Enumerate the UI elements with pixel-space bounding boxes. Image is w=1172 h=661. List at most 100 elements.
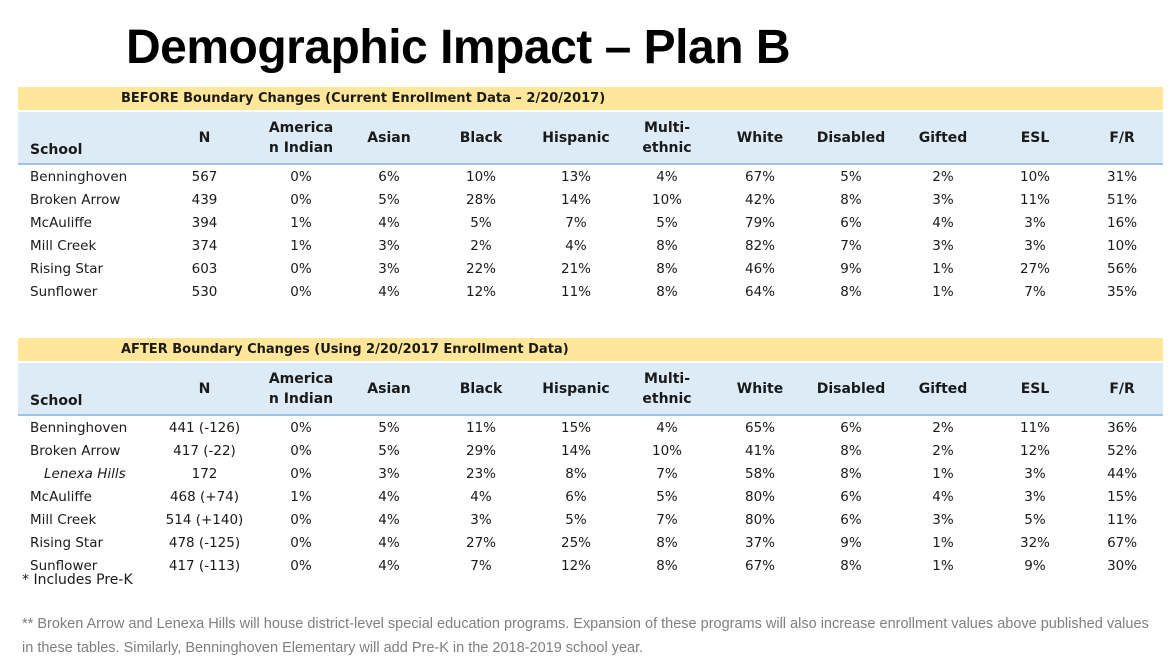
percent-cell: 6% (840, 511, 862, 528)
percent-cell: 0% (290, 283, 312, 300)
percent-cell: 8% (656, 283, 678, 300)
percent-cell: 25% (560, 534, 591, 551)
percent-cell: 13% (560, 168, 591, 185)
column-header: Black (429, 110, 533, 165)
percent-cell: 46% (744, 260, 775, 277)
table-row: Mill Creek 514 (+140) 0% 4% 3% 5% 7% 80% 6% 3% 5% 1… (18, 508, 1163, 531)
percent-cell: 11% (560, 283, 591, 300)
percent-cell: 16% (1107, 214, 1138, 231)
after-table: AFTER Boundary Changes (Using 2/20/2017 … (18, 338, 1164, 577)
percent-cell: 80% (744, 511, 775, 528)
enrollment-cell: 172 (191, 465, 218, 482)
percent-cell: 31% (1107, 168, 1138, 185)
percent-cell: 8% (656, 260, 678, 277)
percent-cell: 37% (744, 534, 775, 551)
column-header: ESL (989, 110, 1081, 165)
percent-cell: 8% (840, 465, 862, 482)
percent-cell: 3% (378, 465, 400, 482)
slide-title: Demographic Impact – Plan B (126, 21, 791, 74)
percent-cell: 65% (744, 419, 775, 436)
school-name: Benninghoven (30, 419, 128, 436)
percent-cell: 7% (840, 237, 862, 254)
percent-cell: 0% (290, 465, 312, 482)
percent-cell: 0% (290, 534, 312, 551)
percent-cell: 2% (932, 442, 954, 459)
percent-cell: 3% (1024, 465, 1046, 482)
column-header: Hispanic (533, 361, 619, 416)
percent-cell: 12% (465, 283, 496, 300)
percent-cell: 5% (378, 442, 400, 459)
school-name: Benninghoven (30, 168, 128, 185)
percent-cell: 1% (290, 214, 312, 231)
percent-cell: 82% (744, 237, 775, 254)
school-name: McAuliffe (30, 488, 92, 505)
percent-cell: 11% (1019, 191, 1050, 208)
percent-cell: 9% (1024, 557, 1046, 574)
percent-cell: 4% (932, 214, 954, 231)
percent-cell: 3% (1024, 488, 1046, 505)
percent-cell: 10% (1019, 168, 1050, 185)
column-header: White (715, 110, 805, 165)
school-name: Lenexa Hills (44, 465, 126, 482)
percent-cell: 28% (465, 191, 496, 208)
percent-cell: 9% (840, 534, 862, 551)
percent-cell: 3% (1024, 237, 1046, 254)
footnote-prek: * Includes Pre-K (22, 572, 133, 588)
percent-cell: 2% (470, 237, 492, 254)
column-header: N (156, 110, 253, 165)
percent-cell: 14% (560, 442, 591, 459)
column-header: Disabled (805, 361, 897, 416)
column-header: White (715, 361, 805, 416)
table-row: Lenexa Hills 172 0% 3% 23% 8% 7% 58% 8% 1% 3% 44% (18, 462, 1163, 485)
percent-cell: 4% (932, 488, 954, 505)
percent-cell: 5% (378, 191, 400, 208)
percent-cell: 4% (378, 534, 400, 551)
percent-cell: 5% (656, 488, 678, 505)
enrollment-cell: 603 (191, 260, 218, 277)
table-row: Benninghoven 567 0% 6% 10% 13% 4% 67% 5% 2% 10% 31% (18, 164, 1163, 188)
percent-cell: 1% (932, 260, 954, 277)
percent-cell: 5% (1024, 511, 1046, 528)
percent-cell: 1% (932, 557, 954, 574)
percent-cell: 4% (656, 168, 678, 185)
table-row: Mill Creek 374 1% 3% 2% 4% 8% 82% 7% 3% 3% 10% (18, 234, 1163, 257)
percent-cell: 3% (932, 511, 954, 528)
after-table-banner: AFTER Boundary Changes (Using 2/20/2017 … (18, 338, 1164, 362)
column-header: Asian (349, 110, 429, 165)
percent-cell: 5% (656, 214, 678, 231)
enrollment-cell: 441 (-126) (168, 419, 241, 436)
percent-cell: 3% (470, 511, 492, 528)
percent-cell: 0% (290, 442, 312, 459)
enrollment-cell: 478 (-125) (168, 534, 241, 551)
percent-cell: 15% (1107, 488, 1138, 505)
percent-cell: 36% (1107, 419, 1138, 436)
table-row: McAuliffe 394 1% 4% 5% 7% 5% 79% 6% 4% 3% 16% (18, 211, 1163, 234)
table-row: Sunflower 530 0% 4% 12% 11% 8% 64% 8% 1% 7% 35% (18, 280, 1163, 303)
percent-cell: 2% (932, 419, 954, 436)
enrollment-cell: 394 (191, 214, 218, 231)
column-header: America n Indian (253, 110, 349, 165)
enrollment-cell: 530 (191, 283, 218, 300)
school-name: Mill Creek (30, 237, 97, 254)
enrollment-cell: 417 (-113) (168, 557, 241, 574)
percent-cell: 7% (565, 214, 587, 231)
percent-cell: 1% (932, 283, 954, 300)
after-table-body: Benninghoven 441 (-126) 0% 5% 11% 15% 4% 65% 6% 2… (18, 415, 1163, 577)
percent-cell: 5% (378, 419, 400, 436)
table-row: Broken Arrow 417 (-22) 0% 5% 29% 14% 10% 41% 8% 2… (18, 439, 1163, 462)
percent-cell: 10% (1107, 237, 1138, 254)
percent-cell: 42% (744, 191, 775, 208)
percent-cell: 67% (1107, 534, 1138, 551)
enrollment-cell: 374 (191, 237, 218, 254)
school-name: Rising Star (30, 260, 104, 277)
school-name: Broken Arrow (30, 442, 121, 459)
percent-cell: 5% (470, 214, 492, 231)
percent-cell: 11% (1019, 419, 1050, 436)
percent-cell: 64% (744, 283, 775, 300)
percent-cell: 8% (565, 465, 587, 482)
enrollment-cell: 567 (191, 168, 218, 185)
before-table-banner: BEFORE Boundary Changes (Current Enrollm… (18, 87, 1164, 111)
percent-cell: 4% (470, 488, 492, 505)
percent-cell: 5% (840, 168, 862, 185)
percent-cell: 52% (1107, 442, 1138, 459)
